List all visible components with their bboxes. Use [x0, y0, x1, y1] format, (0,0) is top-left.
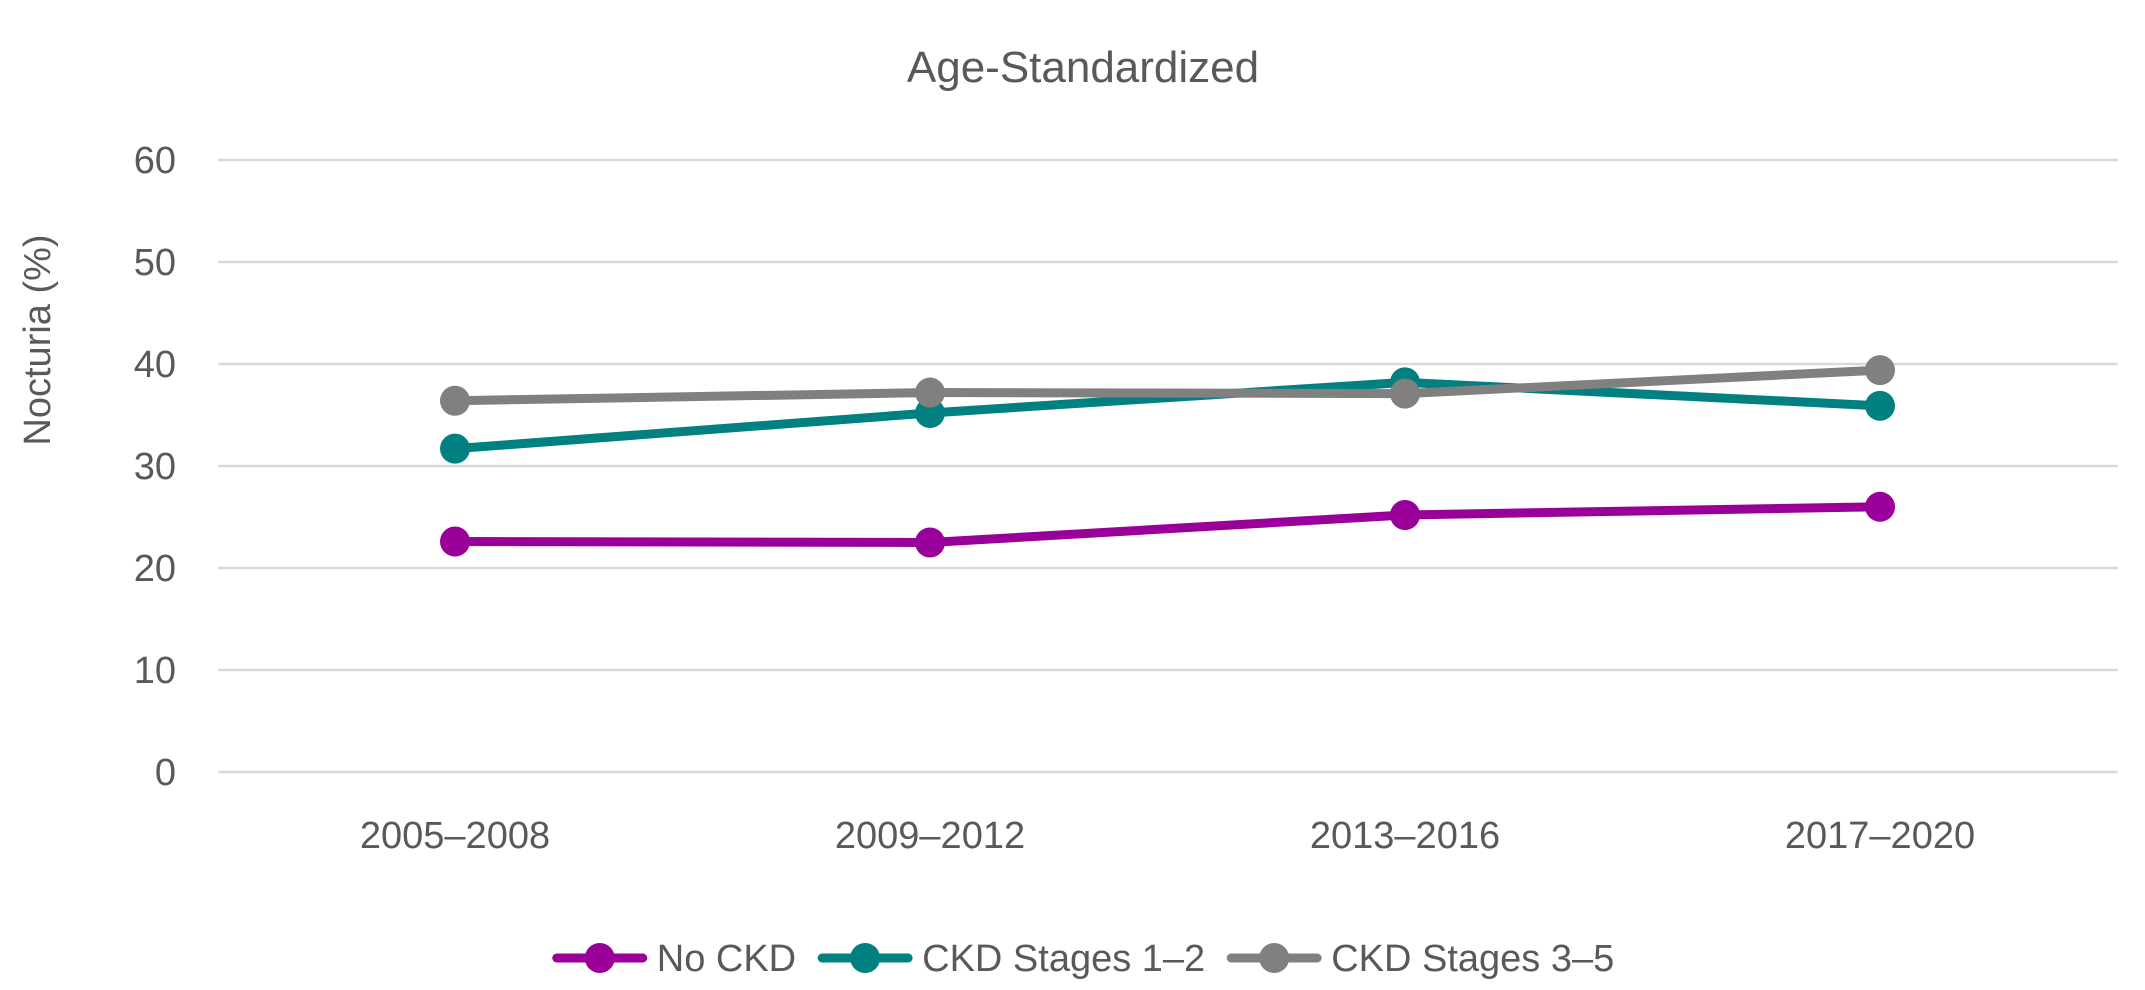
x-axis-ticks: 2005–2008 2009–2012 2013–2016 2017–2020 — [360, 815, 1975, 857]
legend-item: CKD Stages 3–5 — [1226, 938, 1614, 980]
x-tick-label: 2017–2020 — [1785, 815, 1975, 857]
legend-swatch-marker — [1259, 943, 1290, 973]
series-layer — [440, 355, 1895, 558]
legend-item: No CKD — [552, 938, 796, 980]
legend-swatch-marker — [584, 943, 615, 973]
data-point — [1865, 390, 1895, 421]
y-axis-label: Nocturia (%) — [17, 234, 59, 445]
series-line — [450, 502, 1885, 547]
legend-label: CKD Stages 3–5 — [1331, 938, 1614, 980]
data-point — [915, 527, 945, 558]
legend-label: No CKD — [657, 938, 796, 980]
gridlines — [218, 158, 2118, 774]
chart-title: Age-Standardized — [907, 43, 1259, 92]
y-tick-label: 50 — [134, 242, 176, 284]
series-ckd-stages-3-5 — [440, 355, 1895, 416]
legend-swatch-marker — [850, 943, 881, 973]
data-point — [915, 377, 945, 408]
x-tick-label: 2013–2016 — [1310, 815, 1500, 857]
y-tick-label: 60 — [134, 140, 176, 182]
legend-item: CKD Stages 1–2 — [817, 938, 1205, 980]
y-tick-label: 30 — [134, 446, 176, 488]
legend-label: CKD Stages 1–2 — [922, 938, 1205, 980]
x-tick-label: 2009–2012 — [835, 815, 1025, 857]
y-tick-label: 40 — [134, 344, 176, 386]
data-point — [1865, 355, 1895, 386]
data-point — [440, 526, 470, 557]
y-axis-ticks: 0 10 20 30 40 50 60 — [134, 140, 176, 794]
y-tick-label: 0 — [155, 752, 176, 794]
series-line — [450, 377, 1885, 454]
legend: No CKD CKD Stages 1–2 CKD Stages 3–5 — [552, 938, 1614, 980]
data-point — [440, 385, 470, 416]
series-line — [450, 365, 1885, 406]
data-point — [1390, 378, 1420, 409]
data-point — [1390, 499, 1420, 530]
data-point — [1865, 491, 1895, 522]
x-tick-label: 2005–2008 — [360, 815, 550, 857]
series-no-ckd — [440, 491, 1895, 558]
data-point — [440, 433, 470, 464]
y-tick-label: 20 — [134, 548, 176, 590]
y-tick-label: 10 — [134, 650, 176, 692]
